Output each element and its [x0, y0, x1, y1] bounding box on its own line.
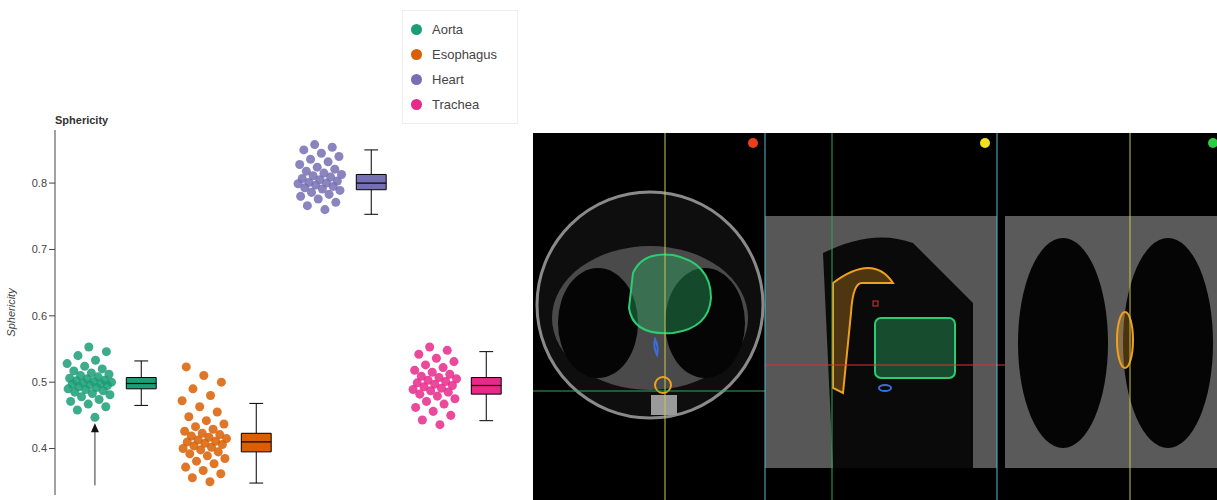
html-text:Esophagus: Esophagus	[432, 47, 498, 62]
html-text:Aorta: Aorta	[432, 22, 464, 37]
svg-text:0.4: 0.4	[32, 442, 47, 454]
html-text:Sphericity: Sphericity	[55, 114, 109, 126]
html-text:Trachea: Trachea	[432, 97, 480, 112]
html-text:Heart: Heart	[432, 72, 464, 87]
svg-text:0.7: 0.7	[32, 243, 47, 255]
svg-text:Sphericity: Sphericity	[5, 287, 17, 337]
svg-text:0.6: 0.6	[32, 310, 47, 322]
svg-text:0.5: 0.5	[32, 376, 47, 388]
svg-text:0.8: 0.8	[32, 177, 47, 189]
